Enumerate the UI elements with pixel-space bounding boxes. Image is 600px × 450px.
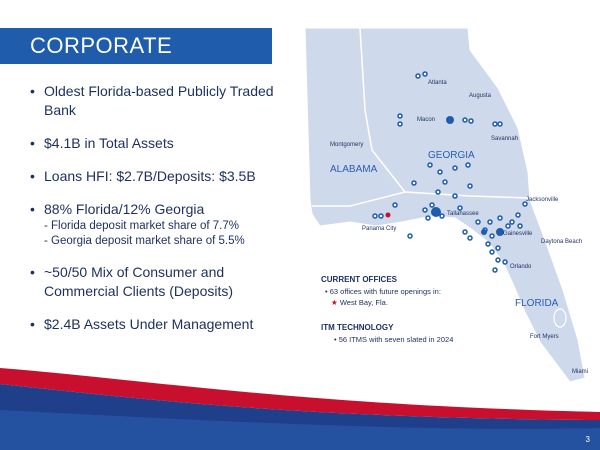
- city-label: Macon: [417, 117, 435, 123]
- bullet-text: $2.4B Assets Under Management: [44, 316, 254, 332]
- state-border: [312, 191, 406, 207]
- city-label: Savannah: [491, 136, 518, 142]
- hub-stars: [431, 116, 504, 236]
- bullet-text: Oldest Florida-based Publicly Traded Ban…: [44, 83, 274, 118]
- sub-bullet: - Georgia deposit market share of 5.5%: [44, 235, 245, 247]
- city-label: Atlanta: [428, 80, 447, 86]
- city-label: Orlando: [510, 264, 532, 270]
- legend-heading: ITM TECHNOLOGY: [321, 323, 394, 332]
- star-icon: ★: [331, 298, 338, 307]
- city-label: Daytona Beach: [541, 239, 582, 245]
- map-region: [304, 27, 586, 383]
- sub-bullet: - Florida deposit market share of 7.7%: [44, 220, 239, 232]
- state-label: GEORGIA: [428, 150, 475, 161]
- bullet-text: Loans HFI: $2.7B/Deposits: $3.5B: [44, 168, 256, 184]
- bullet-text: $4.1B in Total Assets: [44, 135, 174, 151]
- state-border: [359, 27, 529, 199]
- legend-heading: CURRENT OFFICES: [321, 275, 398, 284]
- state-label: FLORIDA: [515, 298, 559, 309]
- city-label: Miami: [572, 369, 588, 375]
- legend-item: ★ West Bay, Fla.: [331, 298, 388, 307]
- city-label: Montgomery: [330, 142, 363, 148]
- map-blob: [553, 308, 567, 328]
- bullet: Oldest Florida-based Publicly Traded Ban…: [30, 82, 280, 120]
- bullet-text: ~50/50 Mix of Consumer and Commercial Cl…: [44, 264, 234, 299]
- title-banner: CORPORATE PROFILE: [0, 28, 272, 94]
- bullet: $4.1B in Total Assets: [30, 134, 280, 153]
- bullet: ~50/50 Mix of Consumer and Commercial Cl…: [30, 263, 280, 301]
- legend-item: • 63 offices with future openings in:: [325, 287, 441, 296]
- swoosh-red: [0, 368, 600, 420]
- bullet: $2.4B Assets Under Management: [30, 315, 280, 334]
- city-label: Panama City: [362, 226, 396, 232]
- state-label: ALABAMA: [330, 164, 378, 175]
- legend-item-text: West Bay, Fla.: [340, 298, 388, 307]
- future-office: [385, 212, 391, 218]
- legend-item-text: 56 ITMS with seven slated in 2024: [339, 335, 454, 344]
- city-label: Tallahassee: [447, 211, 479, 217]
- bullet: 88% Florida/12% Georgia - Florida deposi…: [30, 200, 280, 249]
- city-label: Augusta: [469, 93, 492, 99]
- legend-item-text: 63 offices with future openings in:: [330, 287, 441, 296]
- office-markers: [372, 71, 528, 273]
- page-number: 3: [586, 435, 591, 444]
- city-label: Jacksonville: [526, 197, 559, 203]
- bullet: Loans HFI: $2.7B/Deposits: $3.5B: [30, 167, 280, 186]
- city-label: Fort Myers: [530, 334, 559, 340]
- bullet-list: Oldest Florida-based Publicly Traded Ban…: [30, 82, 280, 348]
- swoosh-light: [0, 410, 600, 450]
- bullet-text: 88% Florida/12% Georgia: [44, 201, 205, 217]
- legend-item: • 56 ITMS with seven slated in 2024: [334, 335, 453, 344]
- city-label: Gainesville: [503, 231, 533, 237]
